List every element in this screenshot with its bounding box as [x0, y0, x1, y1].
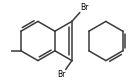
Text: Br: Br: [80, 3, 89, 12]
Text: Br: Br: [57, 70, 65, 79]
